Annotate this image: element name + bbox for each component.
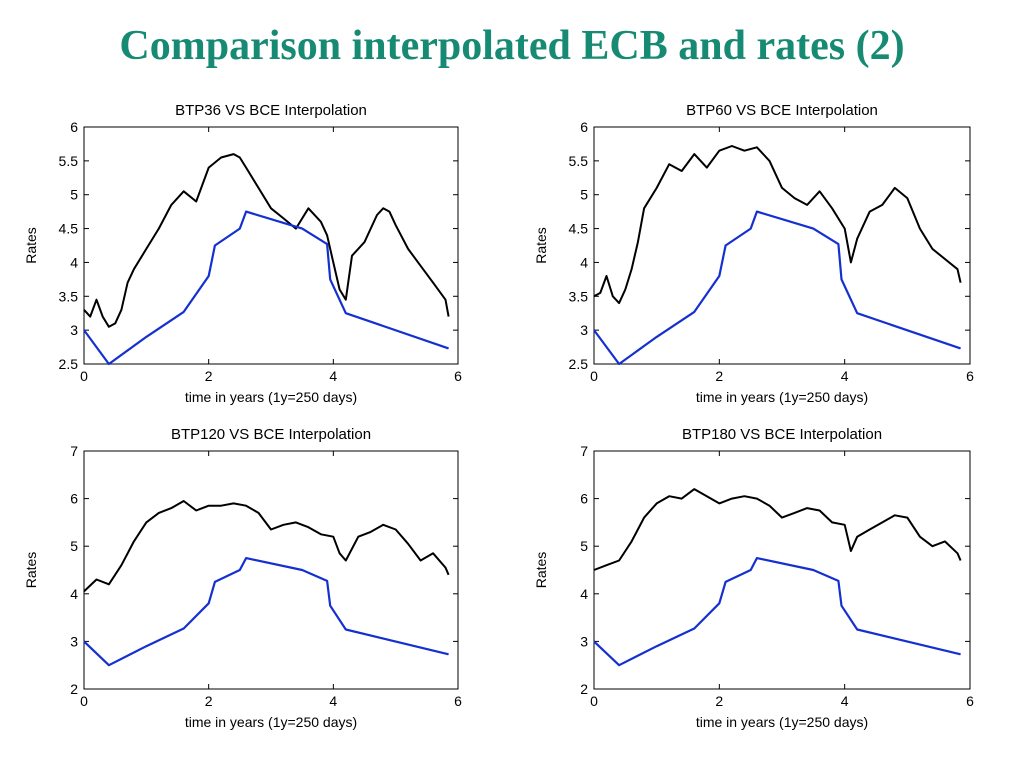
y-tick-label: 5 <box>70 187 78 203</box>
chart-4: BTP180 VS BCE Interpolation time in years… <box>533 426 974 730</box>
y-axis-label: Rates <box>23 552 39 589</box>
y-tick-label: 2 <box>70 681 78 697</box>
series-line-bce <box>83 556 449 667</box>
series-line-bce <box>593 210 961 366</box>
y-tick-label: 7 <box>70 443 78 459</box>
series-line-btp <box>83 500 450 593</box>
y-tick-label: 7 <box>580 443 588 459</box>
y-tick-label: 3.5 <box>59 288 79 304</box>
y-tick-label: 4 <box>580 586 588 602</box>
x-tick-label: 0 <box>80 693 88 709</box>
plot-frame <box>593 450 971 690</box>
y-tick-label: 4 <box>70 586 78 602</box>
y-tick-label: 4.5 <box>569 221 589 237</box>
y-tick-label: 3.5 <box>569 288 589 304</box>
chart-title: BTP180 VS BCE Interpolation <box>682 426 882 443</box>
x-axis-label: time in years (1y=250 days) <box>696 714 868 730</box>
page-title: Comparison interpolated ECB and rates (2… <box>119 23 905 69</box>
y-tick-label: 4.5 <box>59 221 79 237</box>
y-tick-label: 5.5 <box>59 153 79 169</box>
x-tick-label: 6 <box>966 693 974 709</box>
x-tick-label: 4 <box>841 368 849 384</box>
plot-frame <box>83 126 459 365</box>
y-tick-label: 4 <box>580 254 588 270</box>
plot-frame <box>593 126 971 365</box>
y-tick-label: 6 <box>70 119 78 135</box>
y-tick-label: 2.5 <box>569 356 589 372</box>
chart-1: BTP36 VS BCE Interpolation time in years … <box>23 102 462 405</box>
y-tick-label: 5 <box>70 538 78 554</box>
y-tick-label: 5 <box>580 538 588 554</box>
y-tick-label: 6 <box>580 119 588 135</box>
chart-title: BTP120 VS BCE Interpolation <box>171 426 371 443</box>
x-tick-label: 6 <box>454 693 462 709</box>
series-line-btp <box>83 153 450 328</box>
y-tick-label: 3 <box>70 322 78 338</box>
series-line-btp <box>593 488 962 571</box>
series-line-bce <box>83 210 449 366</box>
x-tick-label: 4 <box>329 368 337 384</box>
y-tick-label: 2.5 <box>59 356 79 372</box>
x-tick-label: 4 <box>841 693 849 709</box>
x-tick-label: 2 <box>715 693 723 709</box>
y-axis-label: Rates <box>533 227 549 264</box>
chart-2: BTP60 VS BCE Interpolation time in years … <box>533 102 974 405</box>
x-tick-label: 6 <box>966 368 974 384</box>
plot-frame <box>83 450 459 690</box>
chart-title: BTP36 VS BCE Interpolation <box>175 102 367 119</box>
y-tick-label: 3 <box>70 633 78 649</box>
y-tick-label: 3 <box>580 322 588 338</box>
y-tick-label: 4 <box>70 254 78 270</box>
chart-3: BTP120 VS BCE Interpolation time in years… <box>23 426 462 730</box>
x-tick-label: 0 <box>590 368 598 384</box>
x-axis-label: time in years (1y=250 days) <box>185 714 357 730</box>
x-tick-label: 6 <box>454 368 462 384</box>
x-tick-label: 2 <box>205 693 213 709</box>
x-tick-label: 2 <box>205 368 213 384</box>
y-axis-label: Rates <box>533 552 549 589</box>
x-tick-label: 4 <box>329 693 337 709</box>
y-axis-label: Rates <box>23 227 39 264</box>
x-tick-label: 0 <box>590 693 598 709</box>
y-tick-label: 5.5 <box>569 153 589 169</box>
x-tick-label: 0 <box>80 368 88 384</box>
y-tick-label: 5 <box>580 187 588 203</box>
series-line-btp <box>593 145 962 305</box>
y-tick-label: 6 <box>70 491 78 507</box>
y-tick-label: 2 <box>580 681 588 697</box>
chart-title: BTP60 VS BCE Interpolation <box>686 102 878 119</box>
series-line-bce <box>593 556 961 667</box>
y-tick-label: 6 <box>580 491 588 507</box>
x-tick-label: 2 <box>715 368 723 384</box>
y-tick-label: 3 <box>580 633 588 649</box>
x-axis-label: time in years (1y=250 days) <box>185 389 357 405</box>
x-axis-label: time in years (1y=250 days) <box>696 389 868 405</box>
